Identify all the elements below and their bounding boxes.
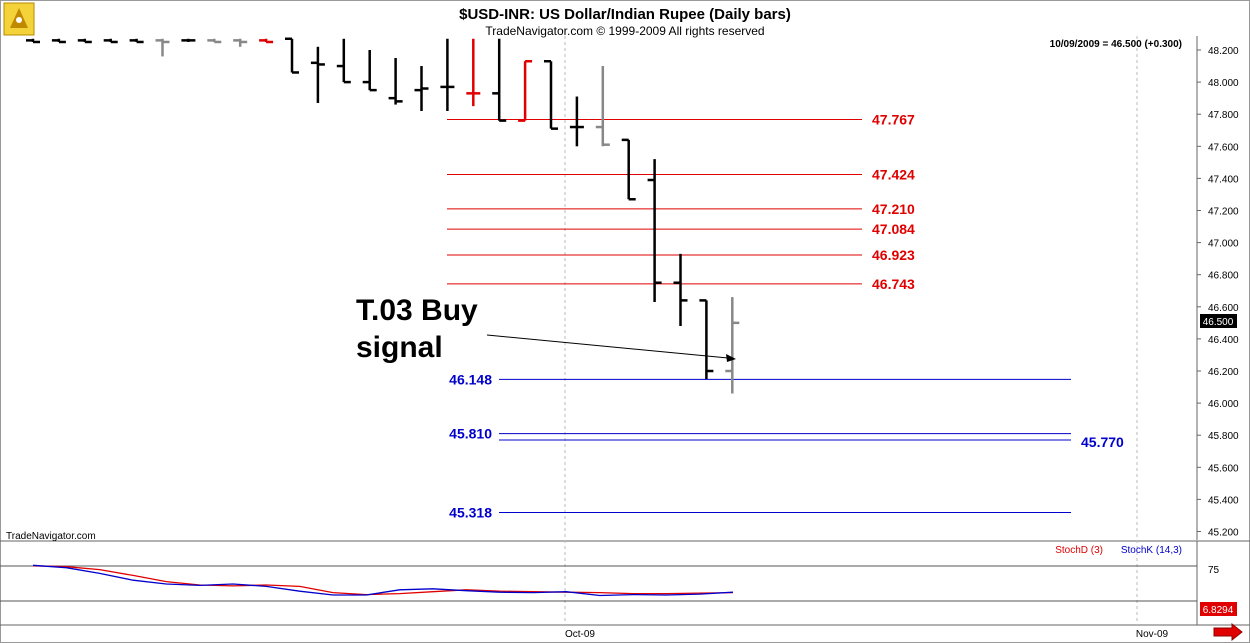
ohlc-bar [466,38,481,107]
y-tick-label: 47.400 [1208,174,1239,185]
ohlc-bar [440,38,455,111]
support-level-label: 46.148 [449,371,492,387]
stoch-value-box [1200,602,1237,616]
ohlc-bar [621,138,636,201]
y-tick-label: 46.600 [1208,303,1239,314]
ohlc-bar [259,38,274,44]
y-tick-label: 45.400 [1208,495,1239,506]
resistance-level-label: 47.084 [872,221,915,237]
stoch-value-label: 6.8294 [1203,605,1234,616]
ohlc-bar [414,66,429,111]
stochastic-lines [32,564,734,597]
stoch-ref-label: 75 [1208,565,1220,576]
ohlc-bar [285,37,299,74]
resistance-level-label: 46.743 [872,276,915,292]
stochd-legend: StochD (3) [1055,545,1103,556]
ohlc-bar [181,38,196,42]
ohlc-bar [103,38,118,44]
support-level-label: 45.810 [449,426,492,442]
resistance-level-label: 47.210 [872,201,915,217]
y-tick-label: 45.600 [1208,463,1239,474]
ohlc-bar [233,38,248,47]
ohlc-bar [336,38,351,84]
ohlc-bar [310,46,325,103]
ohlc-bar [673,253,688,327]
y-tick-label: 47.200 [1208,207,1239,218]
support-level-label: 45.770 [1081,434,1124,450]
ohlc-bar [388,58,403,105]
x-tick-oct: Oct-09 [565,629,595,640]
last-value-readout: 10/09/2009 = 46.500 (+0.300) [1050,39,1182,50]
projection-levels: 47.767 47.424 47.210 47.084 46.923 46.743 46.1… [447,111,1124,521]
y-tick-label: 47.000 [1208,239,1239,250]
ohlc-bar [647,159,662,302]
stochk-legend: StochK (14,3) [1121,545,1182,556]
resistance-level-label: 47.424 [872,167,915,183]
ohlc-bar [492,38,507,122]
ohlc-bar [207,38,222,44]
ohlc-bar [26,38,40,44]
watermark-text: TradeNavigator.com [6,531,96,542]
y-tick-label: 45.200 [1208,528,1239,539]
tradenavigator-logo-icon [3,2,35,36]
ohlc-bar [129,38,144,44]
y-tick-label: 48.200 [1208,46,1239,57]
annotation-line1: T.03 Buy [356,294,478,327]
x-tick-nov: Nov-09 [1136,629,1169,640]
ohlc-bar [362,50,377,92]
support-level-label: 45.318 [449,505,492,521]
y-tick-label: 46.800 [1208,271,1239,282]
copyright-text: TradeNavigator.com © 1999-2009 All right… [485,24,764,38]
ohlc-bar [595,66,610,147]
y-tick-label: 47.800 [1208,110,1239,121]
y-tick-label: 46.000 [1208,399,1239,410]
ohlc-bar [544,59,558,130]
annotation-arrow [486,334,736,362]
ohlc-bar [51,38,66,44]
y-tick-label: 46.200 [1208,367,1239,378]
ohlc-bar [155,38,170,57]
price-bars [26,37,740,394]
y-tick-label: 46.400 [1208,335,1239,346]
ohlc-bar [699,299,714,380]
ohlc-bar [569,96,584,147]
y-tick-label: 47.600 [1208,142,1239,153]
stoch-series-line [32,565,734,596]
chart-title: $USD-INR: US Dollar/Indian Rupee (Daily … [459,6,791,23]
annotation-line2: signal [356,331,443,364]
y-tick-label: 48.000 [1208,78,1239,89]
ohlc-bar [77,38,92,44]
current-price-label: 46.500 [1203,317,1234,328]
stoch-series-line [32,564,734,597]
ohlc-bar [725,297,740,394]
resistance-level-label: 46.923 [872,247,915,263]
ohlc-bar [518,59,533,122]
resistance-level-label: 47.767 [872,111,915,127]
price-axis-ticks: 48.200 48.000 47.800 47.600 47.400 47.200 47.0… [1197,46,1239,539]
current-price-box [1200,314,1237,328]
scroll-right-arrow-icon[interactable] [1213,622,1243,642]
y-tick-label: 45.800 [1208,431,1239,442]
